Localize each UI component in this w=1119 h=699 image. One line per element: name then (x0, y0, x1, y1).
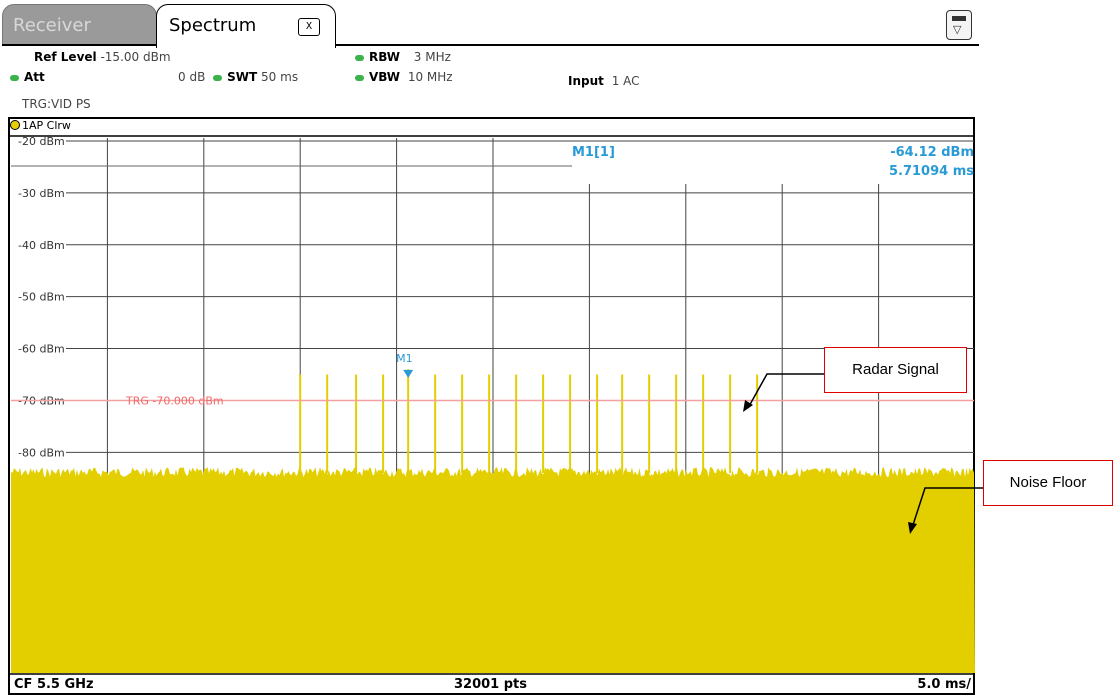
tab-baseline (2, 44, 979, 46)
att-status-dot (10, 74, 19, 81)
marker-readout-time: 5.71094 ms (888, 164, 974, 179)
trace-layer (11, 369, 975, 673)
close-icon: X (305, 21, 313, 32)
marker-label: M1 (396, 352, 413, 365)
rbw-status-dot (355, 54, 364, 61)
marker-readout-level: -64.12 dBm (890, 145, 974, 160)
swt-status-dot (213, 74, 223, 81)
rbw-label: RBW (369, 50, 400, 64)
center-frequency: CF 5.5 GHz (14, 677, 94, 692)
y-tick-label: -50 dBm (18, 291, 65, 304)
ref-level-setting[interactable]: Ref Level -15.00 dBm (34, 50, 171, 64)
att-value: 0 dB (178, 70, 206, 84)
tab-receiver[interactable]: Receiver (2, 4, 157, 44)
time-scale: 5.0 ms/ (917, 677, 971, 692)
swt-label: SWT (227, 70, 258, 84)
att-label: Att (24, 70, 45, 84)
overlay-layer: TRG -70.000 dBm M1 (11, 352, 983, 534)
tab-close-button[interactable]: X (298, 18, 320, 36)
tab-spectrum-label: Spectrum (169, 15, 257, 36)
tab-receiver-label: Receiver (13, 15, 91, 36)
trigger-setting: TRG:VID PS (22, 97, 91, 111)
display-config-icon-bar (952, 16, 966, 21)
y-tick-label: -40 dBm (18, 239, 65, 252)
rbw-value: 3 MHz (413, 50, 451, 64)
radar-signal-annotation: Radar Signal (824, 347, 967, 393)
trigger-level-label: TRG -70.000 dBm (125, 394, 224, 407)
input-value: 1 AC (611, 74, 640, 88)
trace-indicator-icon (10, 120, 20, 130)
marker-triangle-icon (403, 369, 414, 378)
arrow-head-icon (743, 400, 753, 412)
y-tick-label: -80 dBm (18, 446, 65, 459)
noise-floor-trace (11, 467, 975, 673)
ref-level-value: -15.00 dBm (100, 50, 171, 64)
y-tick-label: -60 dBm (18, 343, 65, 356)
trace-label-text: 1AP Clrw (22, 119, 71, 132)
sweep-points: 32001 pts (454, 677, 528, 692)
input-setting[interactable]: Input 1 AC (568, 74, 640, 88)
trace-label[interactable]: 1AP Clrw (10, 119, 71, 132)
noise-annotation-arrow (911, 487, 983, 529)
noise-floor-annotation: Noise Floor (983, 460, 1113, 506)
att-setting[interactable]: Att (10, 70, 45, 84)
ref-level-label: Ref Level (34, 50, 97, 64)
swt-value: 50 ms (261, 70, 299, 84)
vbw-label: VBW (369, 70, 401, 84)
att-value-group[interactable]: 0 dB SWT 50 ms (178, 70, 298, 84)
arrow-head-icon (908, 522, 917, 534)
y-tick-label: -20 dBm (18, 135, 65, 148)
marker-readout-label: M1[1] (572, 145, 615, 160)
tab-bar: Receiver Spectrum X ▽ (0, 0, 1119, 48)
vbw-status-dot (355, 74, 364, 81)
vbw-value: 10 MHz (407, 70, 453, 84)
plot-grid: -20 dBm-30 dBm-40 dBm-50 dBm-60 dBm-70 d… (11, 135, 974, 673)
chevron-down-icon: ▽ (953, 23, 962, 36)
input-label: Input (568, 74, 604, 88)
vbw-setting[interactable]: VBW 10 MHz (355, 70, 453, 84)
rbw-setting[interactable]: RBW 3 MHz (355, 50, 451, 64)
radar-annotation-arrow (747, 373, 824, 409)
y-tick-label: -30 dBm (18, 187, 65, 200)
display-config-icon[interactable]: ▽ (946, 10, 972, 40)
